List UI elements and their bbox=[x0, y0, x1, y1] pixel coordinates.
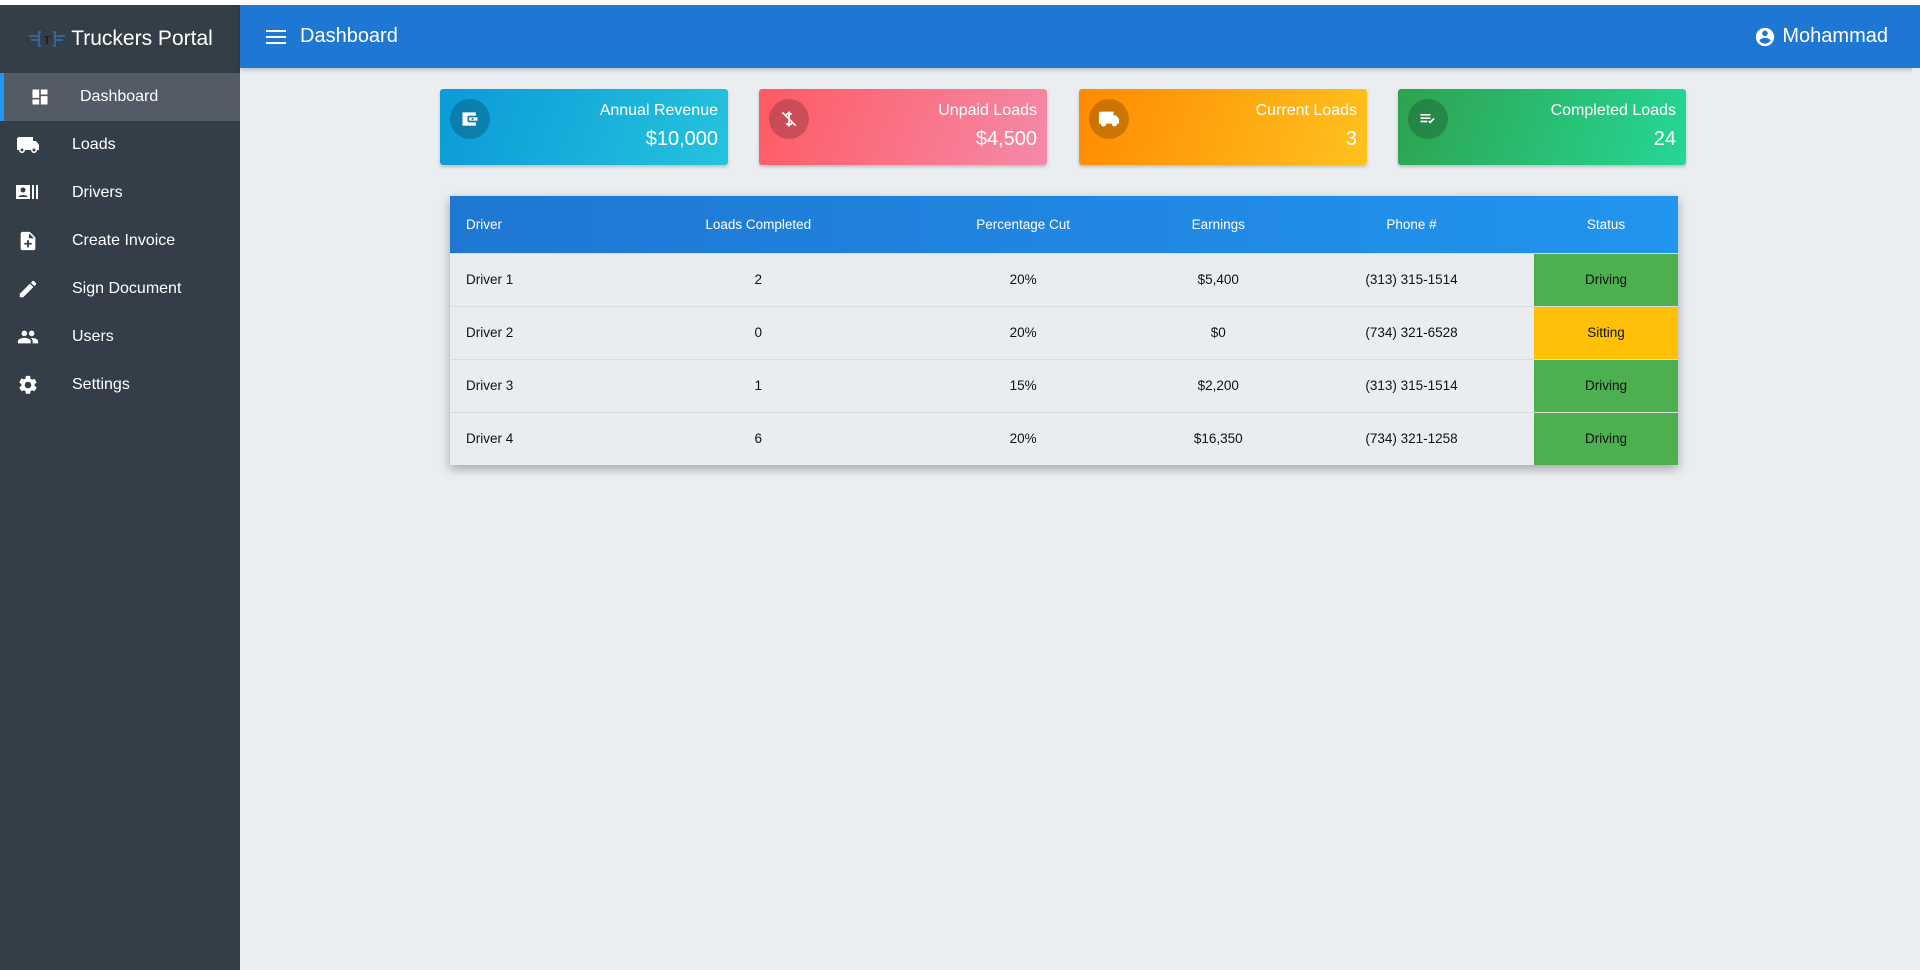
card-current-loads[interactable]: Current Loads 3 bbox=[1079, 89, 1367, 165]
dashboard-icon bbox=[4, 87, 76, 107]
main-content: Dashboard Mohammad Annual Revenue $10,00… bbox=[240, 5, 1920, 970]
driver-cell: Driver 2 bbox=[450, 305, 618, 359]
loads-cell: 2 bbox=[617, 252, 899, 306]
card-unpaid-loads[interactable]: Unpaid Loads $4,500 bbox=[759, 89, 1047, 165]
table-row[interactable]: Driver 1 2 20% $5,400 (313) 315-1514 Dri… bbox=[450, 252, 1678, 306]
card-value: $10,000 bbox=[645, 128, 718, 150]
column-header[interactable]: Loads Completed bbox=[705, 216, 812, 232]
user-menu[interactable]: Mohammad bbox=[1754, 25, 1888, 48]
sidebar-item-loads[interactable]: Loads bbox=[0, 121, 240, 169]
money-off-icon bbox=[769, 99, 809, 139]
phone-cell: (734) 321-1258 bbox=[1288, 411, 1534, 465]
column-header[interactable]: Status bbox=[1586, 216, 1626, 232]
percentage-cell: 20% bbox=[898, 411, 1148, 465]
sidebar-item-label: Drivers bbox=[72, 184, 123, 201]
pencil-icon bbox=[0, 278, 56, 300]
sidebar-item-label: Loads bbox=[72, 136, 116, 153]
sidebar-item-label: Dashboard bbox=[80, 88, 159, 105]
loads-cell: 6 bbox=[617, 411, 899, 465]
gear-icon bbox=[0, 374, 56, 396]
earnings-cell: $5,400 bbox=[1147, 252, 1289, 306]
card-label: Completed Loads bbox=[1550, 102, 1676, 119]
status-badge: Driving bbox=[1534, 358, 1678, 412]
logo-icon: T bbox=[29, 31, 66, 47]
wallet-icon bbox=[450, 99, 490, 139]
driver-cell: Driver 4 bbox=[450, 411, 618, 465]
sidebar-item-label: Create Invoice bbox=[72, 232, 176, 249]
top-app-bar: Dashboard Mohammad bbox=[240, 5, 1920, 68]
truck-icon bbox=[0, 133, 56, 157]
table-header-row: Driver Loads Completed Percentage Cut Ea… bbox=[450, 196, 1678, 253]
percentage-cell: 20% bbox=[898, 305, 1148, 359]
drivers-table: Driver Loads Completed Percentage Cut Ea… bbox=[450, 196, 1678, 465]
column-header[interactable]: Phone # bbox=[1386, 216, 1437, 232]
phone-cell: (313) 315-1514 bbox=[1288, 358, 1534, 412]
sidebar-item-create-invoice[interactable]: Create Invoice bbox=[0, 217, 240, 265]
table-row[interactable]: Driver 2 0 20% $0 (734) 321-6528 Sitting bbox=[450, 305, 1678, 359]
playlist-check-icon bbox=[1408, 99, 1448, 139]
percentage-cell: 20% bbox=[898, 252, 1148, 306]
browser-top-strip bbox=[0, 0, 1920, 5]
loads-cell: 0 bbox=[617, 305, 899, 359]
status-badge: Driving bbox=[1534, 252, 1678, 306]
sidebar-item-sign-document[interactable]: Sign Document bbox=[0, 265, 240, 313]
app-title: Truckers Portal bbox=[71, 27, 213, 50]
card-label: Current Loads bbox=[1255, 102, 1357, 119]
sidebar-item-drivers[interactable]: Drivers bbox=[0, 169, 240, 217]
card-value: 24 bbox=[1653, 128, 1676, 150]
menu-icon[interactable] bbox=[266, 29, 286, 44]
phone-cell: (313) 315-1514 bbox=[1288, 252, 1534, 306]
card-annual-revenue[interactable]: Annual Revenue $10,000 bbox=[440, 89, 728, 165]
earnings-cell: $16,350 bbox=[1147, 411, 1289, 465]
table-row[interactable]: Driver 3 1 15% $2,200 (313) 315-1514 Dri… bbox=[450, 358, 1678, 412]
earnings-cell: $0 bbox=[1147, 305, 1289, 359]
earnings-cell: $2,200 bbox=[1147, 358, 1289, 412]
user-name: Mohammad bbox=[1782, 25, 1888, 47]
phone-cell: (734) 321-6528 bbox=[1288, 305, 1534, 359]
sidebar-item-label: Settings bbox=[72, 376, 130, 393]
driver-cell: Driver 1 bbox=[450, 252, 618, 306]
table-row[interactable]: Driver 4 6 20% $16,350 (734) 321-1258 Dr… bbox=[450, 411, 1678, 465]
scrollbar[interactable] bbox=[1912, 68, 1920, 970]
logo-letter: T bbox=[44, 33, 52, 47]
status-badge: Sitting bbox=[1534, 305, 1678, 359]
account-circle-icon bbox=[1756, 27, 1775, 46]
people-icon bbox=[0, 326, 56, 348]
sidebar-item-label: Users bbox=[72, 328, 114, 345]
column-header[interactable]: Earnings bbox=[1191, 216, 1245, 232]
page-title: Dashboard bbox=[300, 25, 398, 47]
driver-cell: Driver 3 bbox=[450, 358, 618, 412]
id-card-icon bbox=[0, 183, 56, 203]
truck-icon bbox=[1089, 99, 1129, 139]
brand[interactable]: T Truckers Portal bbox=[0, 5, 240, 73]
column-header[interactable]: Driver bbox=[466, 216, 502, 232]
loads-cell: 1 bbox=[617, 358, 899, 412]
card-label: Annual Revenue bbox=[599, 102, 718, 119]
column-header[interactable]: Percentage Cut bbox=[976, 216, 1071, 232]
sidebar: T Truckers Portal Dashboard Loads Driver… bbox=[0, 5, 240, 970]
card-value: 3 bbox=[1345, 128, 1357, 150]
note-add-icon bbox=[0, 229, 56, 253]
card-completed-loads[interactable]: Completed Loads 24 bbox=[1398, 89, 1686, 165]
sidebar-item-users[interactable]: Users bbox=[0, 313, 240, 361]
card-label: Unpaid Loads bbox=[938, 102, 1037, 119]
card-value: $4,500 bbox=[975, 128, 1037, 150]
sidebar-item-label: Sign Document bbox=[72, 280, 182, 297]
status-badge: Driving bbox=[1534, 411, 1678, 465]
sidebar-item-settings[interactable]: Settings bbox=[0, 361, 240, 409]
percentage-cell: 15% bbox=[898, 358, 1148, 412]
sidebar-item-dashboard[interactable]: Dashboard bbox=[0, 73, 240, 121]
